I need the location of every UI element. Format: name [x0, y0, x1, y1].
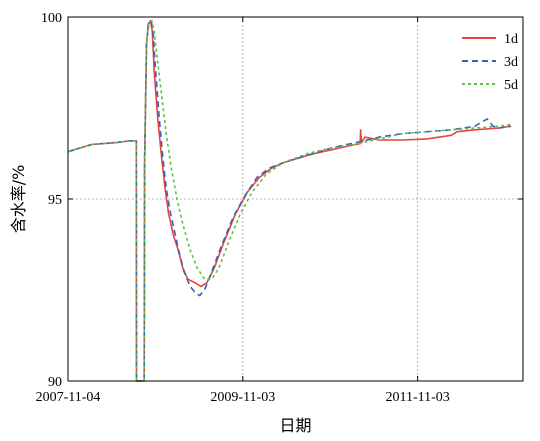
- x-tick-label: 2011-11-03: [385, 390, 449, 405]
- series-layer: [67, 19, 512, 382]
- x-axis-label: 日期: [279, 416, 311, 435]
- y-tick-label: 95: [48, 193, 62, 208]
- series-line-3d: [67, 19, 512, 382]
- x-tick-label: 2007-11-04: [36, 390, 101, 405]
- series-line-1d: [67, 19, 512, 382]
- y-axis-label: 含水率/%: [9, 165, 28, 234]
- legend-label-5d: 5d: [504, 78, 518, 93]
- axis-ticks: 90 95 100 2007-11-04 2009-11-03 2011-11-03: [36, 11, 523, 405]
- legend-label-3d: 3d: [504, 55, 518, 70]
- series-line-5d: [67, 19, 512, 382]
- grid-lines: [68, 17, 523, 381]
- y-tick-label: 90: [48, 375, 62, 390]
- x-tick-label: 2009-11-03: [210, 390, 275, 405]
- y-tick-label: 100: [41, 11, 62, 26]
- legend: 1d 3d 5d: [462, 32, 518, 93]
- legend-label-1d: 1d: [504, 32, 518, 47]
